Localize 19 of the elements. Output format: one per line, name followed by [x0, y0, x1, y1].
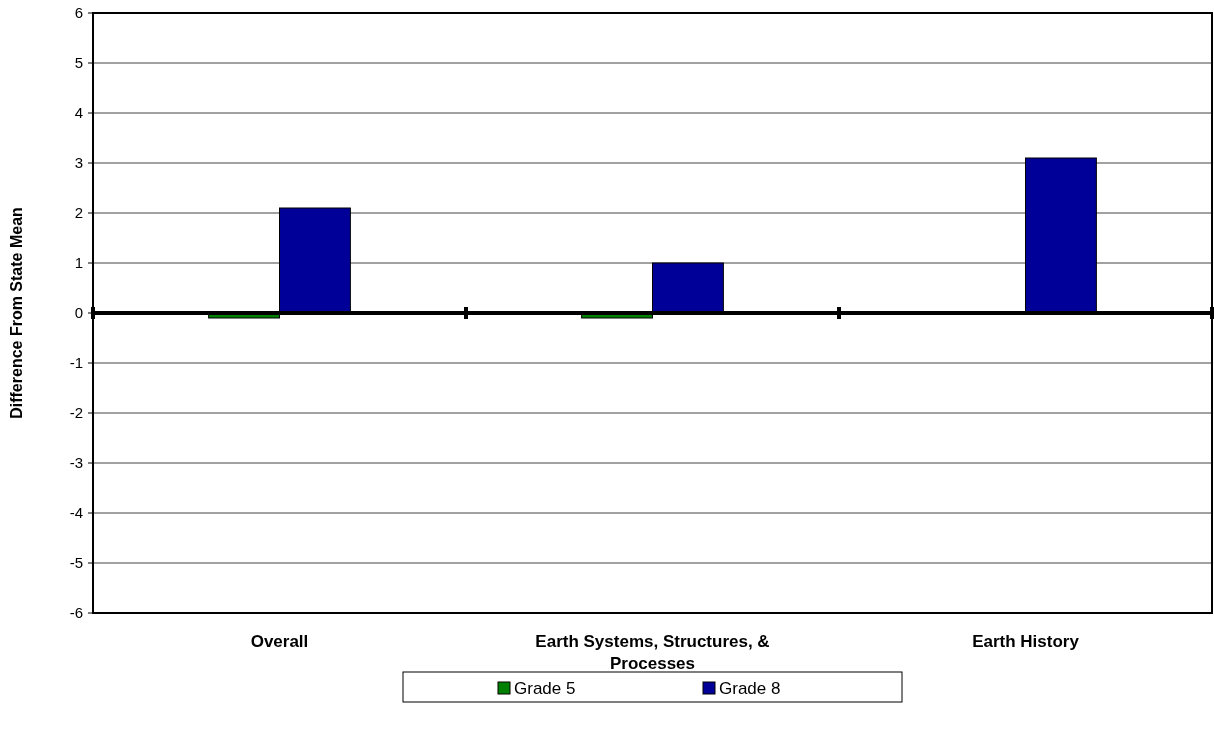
y-tick-label: -1 [69, 354, 83, 372]
y-tick-label: 2 [74, 204, 83, 222]
y-tick-label: 4 [74, 104, 83, 122]
y-tick-label: -6 [69, 604, 83, 622]
y-tick-label: -4 [69, 504, 83, 522]
y-tick-label: -3 [69, 454, 83, 472]
x-tick-label: Earth History [972, 632, 1080, 651]
y-tick-label: -5 [69, 554, 83, 572]
y-tick-label: 3 [74, 154, 83, 172]
y-tick-label: 6 [74, 4, 83, 22]
y-tick-label: 5 [74, 54, 83, 72]
y-tick-label: 0 [74, 304, 83, 322]
x-tick-label: Earth Systems, Structures, & Processes [535, 632, 770, 673]
y-axis-title: Difference From State Mean [8, 207, 25, 419]
legend-label: Grade 5 [514, 678, 576, 698]
x-tick-label: Overall [250, 632, 309, 651]
y-tick-label: 1 [74, 254, 83, 272]
legend-label: Grade 8 [719, 678, 781, 698]
y-tick-label: -2 [69, 404, 83, 422]
